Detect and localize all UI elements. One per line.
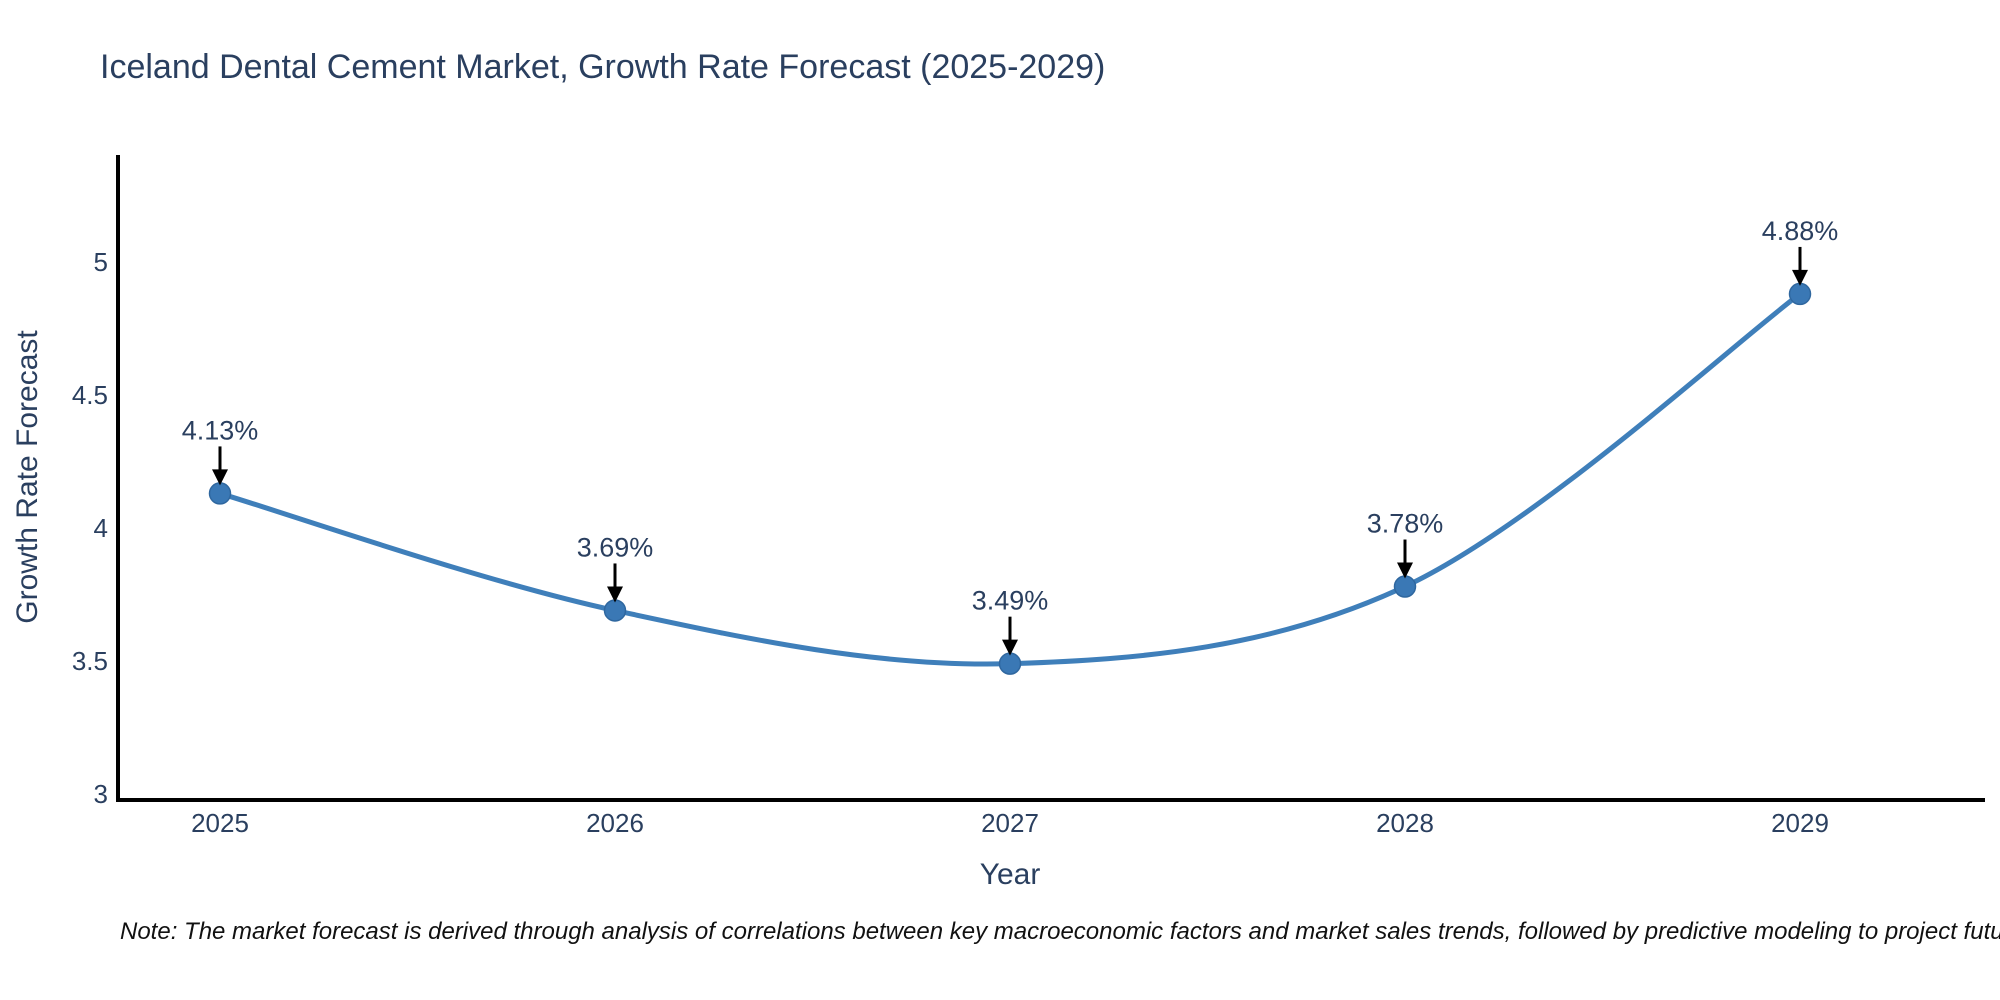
point-annotation-label: 4.13% [182, 415, 259, 445]
x-tick-label: 2029 [1771, 808, 1829, 838]
data-point-marker[interactable] [1788, 282, 1812, 306]
annotation-arrowhead [1397, 562, 1413, 579]
y-axis-title: Growth Rate Forecast [11, 330, 44, 624]
data-point-marker[interactable] [603, 599, 627, 622]
point-annotation-label: 3.49% [972, 586, 1049, 616]
y-tick-label: 3 [94, 779, 108, 809]
x-tick-label: 2028 [1376, 808, 1434, 838]
annotation-arrowhead [212, 469, 228, 486]
y-tick-label: 3.5 [72, 646, 108, 676]
annotation-arrowhead [607, 586, 623, 603]
annotation-arrowhead [1002, 639, 1018, 656]
point-annotation-label: 3.78% [1367, 509, 1444, 539]
x-axis-title: Year [979, 858, 1041, 891]
data-point-marker[interactable] [1393, 575, 1417, 598]
y-tick-label: 4 [94, 513, 108, 543]
y-tick-label: 5 [94, 247, 108, 277]
data-point-marker[interactable] [208, 482, 232, 505]
annotation-arrowhead [1792, 269, 1808, 286]
data-point-marker[interactable] [998, 652, 1022, 675]
y-tick-label: 4.5 [72, 380, 108, 410]
point-annotation-label: 3.69% [577, 532, 654, 562]
footnote: Note: The market forecast is derived thr… [120, 918, 2000, 945]
x-tick-label: 2026 [586, 808, 644, 838]
chart-title: Iceland Dental Cement Market, Growth Rat… [100, 48, 1106, 86]
x-tick-label: 2027 [981, 808, 1039, 838]
x-tick-label: 2025 [191, 808, 249, 838]
point-annotation-label: 4.88% [1762, 216, 1839, 246]
